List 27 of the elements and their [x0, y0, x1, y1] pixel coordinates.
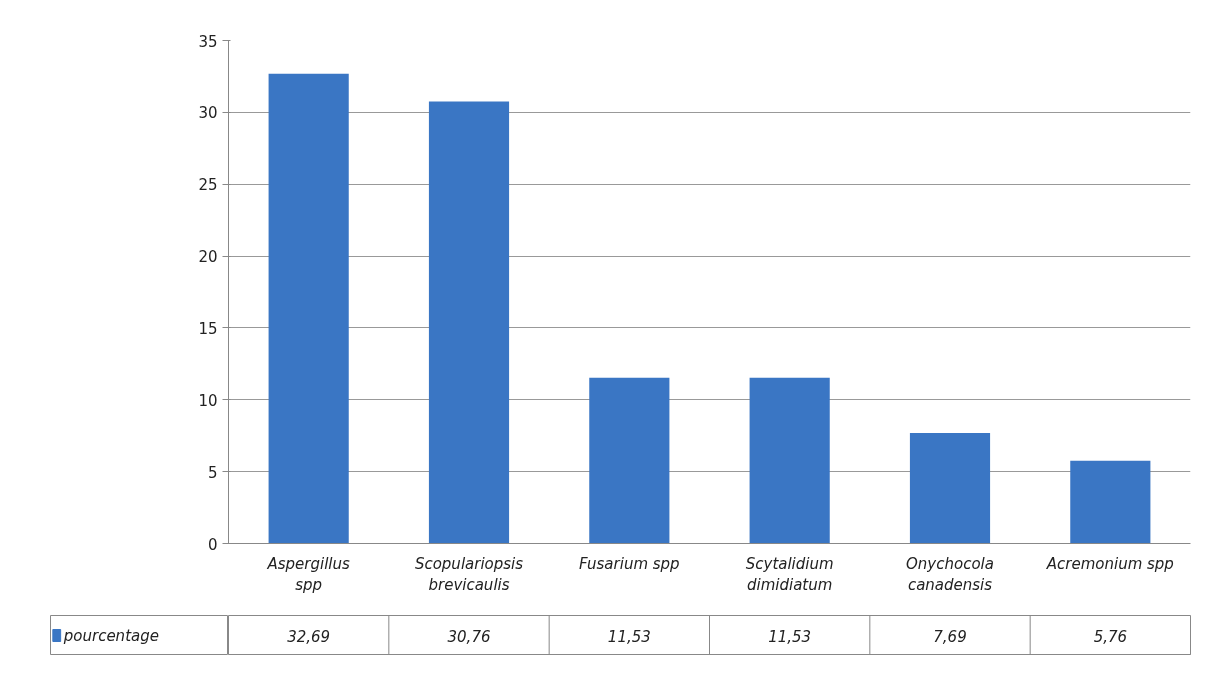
- x-tick-label: Scytalidium dimidiatum: [745, 554, 834, 595]
- x-tick-label: Onychocola canadensis: [906, 554, 994, 595]
- bar: [1070, 460, 1151, 544]
- y-tick-label: 30: [198, 104, 218, 123]
- x-tick-label: Aspergillus spp: [266, 554, 351, 595]
- data-label: 7,69: [933, 627, 967, 646]
- x-tick-label: Fusarium spp: [579, 554, 680, 573]
- data-label: 5,76: [1093, 627, 1128, 646]
- data-label: 30,76: [447, 627, 491, 646]
- bar: [909, 432, 991, 544]
- y-tick-label: 0: [207, 535, 218, 554]
- legend-label: pourcentage: [62, 626, 159, 645]
- x-tick-label: Scopulariopsis brevicaulis: [414, 554, 524, 595]
- y-tick-label: 5: [207, 463, 218, 482]
- data-label: 11,53: [607, 627, 651, 646]
- bar: [589, 377, 670, 544]
- data-label: 32,69: [287, 627, 331, 646]
- y-tick-label: 15: [198, 319, 218, 338]
- bar: [268, 73, 349, 544]
- bar: [749, 377, 830, 544]
- y-tick-label: 35: [198, 32, 218, 51]
- y-tick-label: 20: [198, 248, 218, 267]
- y-tick-label: 10: [198, 391, 218, 410]
- y-tick-label: 25: [198, 176, 218, 195]
- bar: [428, 101, 510, 544]
- data-label: 11,53: [768, 627, 812, 646]
- x-tick-label: Acremonium spp: [1045, 554, 1174, 573]
